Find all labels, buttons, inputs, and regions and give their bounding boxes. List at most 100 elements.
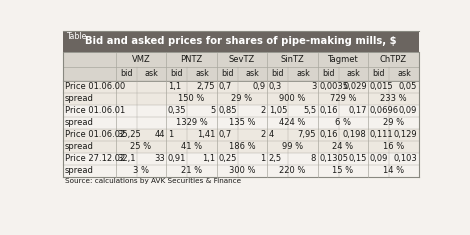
Text: bid: bid xyxy=(322,69,335,78)
Text: 7,95: 7,95 xyxy=(298,130,316,139)
Text: 0,15: 0,15 xyxy=(348,154,367,163)
Text: 0,015: 0,015 xyxy=(369,82,393,91)
Text: 0,09: 0,09 xyxy=(399,106,417,115)
Text: 29 %: 29 % xyxy=(383,118,404,127)
Text: 24 %: 24 % xyxy=(332,142,353,151)
Text: ask: ask xyxy=(246,69,259,78)
Text: 0,17: 0,17 xyxy=(348,106,367,115)
Text: 1,1: 1,1 xyxy=(168,82,181,91)
Text: 0,05: 0,05 xyxy=(399,82,417,91)
Text: 5: 5 xyxy=(210,106,215,115)
Bar xyxy=(63,81,419,93)
Text: 32,1: 32,1 xyxy=(117,154,136,163)
Text: 0,0035: 0,0035 xyxy=(319,82,348,91)
Text: 1,05: 1,05 xyxy=(269,106,287,115)
Text: bid: bid xyxy=(272,69,284,78)
Text: 1: 1 xyxy=(168,130,173,139)
Text: 6 %: 6 % xyxy=(335,118,351,127)
Text: 0,9: 0,9 xyxy=(252,82,266,91)
Text: 2,5: 2,5 xyxy=(269,154,282,163)
Text: 2,75: 2,75 xyxy=(197,82,215,91)
Text: 300 %: 300 % xyxy=(229,166,255,175)
Text: 0,029: 0,029 xyxy=(343,82,367,91)
Text: 0,7: 0,7 xyxy=(218,82,231,91)
Text: 0,25: 0,25 xyxy=(218,154,236,163)
Text: 25 %: 25 % xyxy=(130,142,151,151)
Text: Price 01.06.00: Price 01.06.00 xyxy=(65,82,125,91)
Text: Price 01.06.01: Price 01.06.01 xyxy=(65,106,125,115)
Bar xyxy=(63,31,419,52)
Text: 1,1: 1,1 xyxy=(202,154,215,163)
Text: 5,5: 5,5 xyxy=(303,106,316,115)
Text: 424 %: 424 % xyxy=(279,118,306,127)
Text: 2: 2 xyxy=(260,106,266,115)
Text: 729 %: 729 % xyxy=(329,94,356,103)
Text: 0,16: 0,16 xyxy=(319,106,337,115)
Text: 1: 1 xyxy=(260,154,266,163)
Text: 0,35: 0,35 xyxy=(168,106,186,115)
Text: bid: bid xyxy=(171,69,183,78)
Text: 0,129: 0,129 xyxy=(393,130,417,139)
Text: 35,25: 35,25 xyxy=(117,130,141,139)
Text: ask: ask xyxy=(145,69,158,78)
Text: 0,111: 0,111 xyxy=(369,130,393,139)
Text: 3 %: 3 % xyxy=(133,166,149,175)
Text: 3: 3 xyxy=(311,82,316,91)
Text: 1,41: 1,41 xyxy=(197,130,215,139)
Text: spread: spread xyxy=(65,142,94,151)
Bar xyxy=(63,53,116,67)
Text: Source: calculations by AVK Securities & Finance: Source: calculations by AVK Securities &… xyxy=(65,178,241,184)
Text: 135 %: 135 % xyxy=(229,118,255,127)
Text: 44: 44 xyxy=(154,130,165,139)
Text: 0,7: 0,7 xyxy=(218,130,231,139)
Text: 14 %: 14 % xyxy=(383,166,404,175)
Text: 2: 2 xyxy=(260,130,266,139)
Bar xyxy=(63,129,419,141)
Text: 8: 8 xyxy=(311,154,316,163)
Text: 0,91: 0,91 xyxy=(168,154,186,163)
Text: 1329 %: 1329 % xyxy=(176,118,207,127)
Text: 900 %: 900 % xyxy=(279,94,306,103)
Text: 21 %: 21 % xyxy=(181,166,202,175)
Text: 15 %: 15 % xyxy=(332,166,353,175)
Text: bid: bid xyxy=(120,69,133,78)
Text: 0,198: 0,198 xyxy=(343,130,367,139)
Text: 4: 4 xyxy=(269,130,274,139)
Text: ask: ask xyxy=(296,69,310,78)
Bar xyxy=(63,153,419,165)
Text: SevTZ: SevTZ xyxy=(229,55,255,64)
Text: ChTPZ: ChTPZ xyxy=(380,55,407,64)
Text: 220 %: 220 % xyxy=(279,166,306,175)
Text: bid: bid xyxy=(373,69,385,78)
Text: 0,09: 0,09 xyxy=(369,154,388,163)
Bar xyxy=(63,165,419,177)
Text: 0,0696: 0,0696 xyxy=(369,106,399,115)
Text: 186 %: 186 % xyxy=(228,142,255,151)
Bar xyxy=(63,141,419,153)
Text: 16 %: 16 % xyxy=(383,142,404,151)
Text: VMZ: VMZ xyxy=(132,55,150,64)
Text: Tagmet: Tagmet xyxy=(328,55,358,64)
Text: 29 %: 29 % xyxy=(231,94,252,103)
Text: 99 %: 99 % xyxy=(282,142,303,151)
Text: 33: 33 xyxy=(154,154,165,163)
Text: 0,3: 0,3 xyxy=(269,82,282,91)
Bar xyxy=(63,117,419,129)
Text: 150 %: 150 % xyxy=(178,94,204,103)
Text: PNTZ: PNTZ xyxy=(180,55,203,64)
Bar xyxy=(63,53,419,67)
Text: 0,103: 0,103 xyxy=(393,154,417,163)
Text: spread: spread xyxy=(65,118,94,127)
Text: 0,1305: 0,1305 xyxy=(319,154,348,163)
Text: 0,85: 0,85 xyxy=(218,106,237,115)
Text: Bid and asked prices for shares of pipe-making mills, $: Bid and asked prices for shares of pipe-… xyxy=(85,36,397,46)
Text: 41 %: 41 % xyxy=(181,142,202,151)
Text: bid: bid xyxy=(221,69,234,78)
Text: Table: Table xyxy=(66,32,86,41)
Text: spread: spread xyxy=(65,166,94,175)
Text: SinTZ: SinTZ xyxy=(281,55,304,64)
Text: 0,16: 0,16 xyxy=(319,130,337,139)
Text: ask: ask xyxy=(397,69,411,78)
Text: 233 %: 233 % xyxy=(380,94,407,103)
Bar xyxy=(63,93,419,105)
